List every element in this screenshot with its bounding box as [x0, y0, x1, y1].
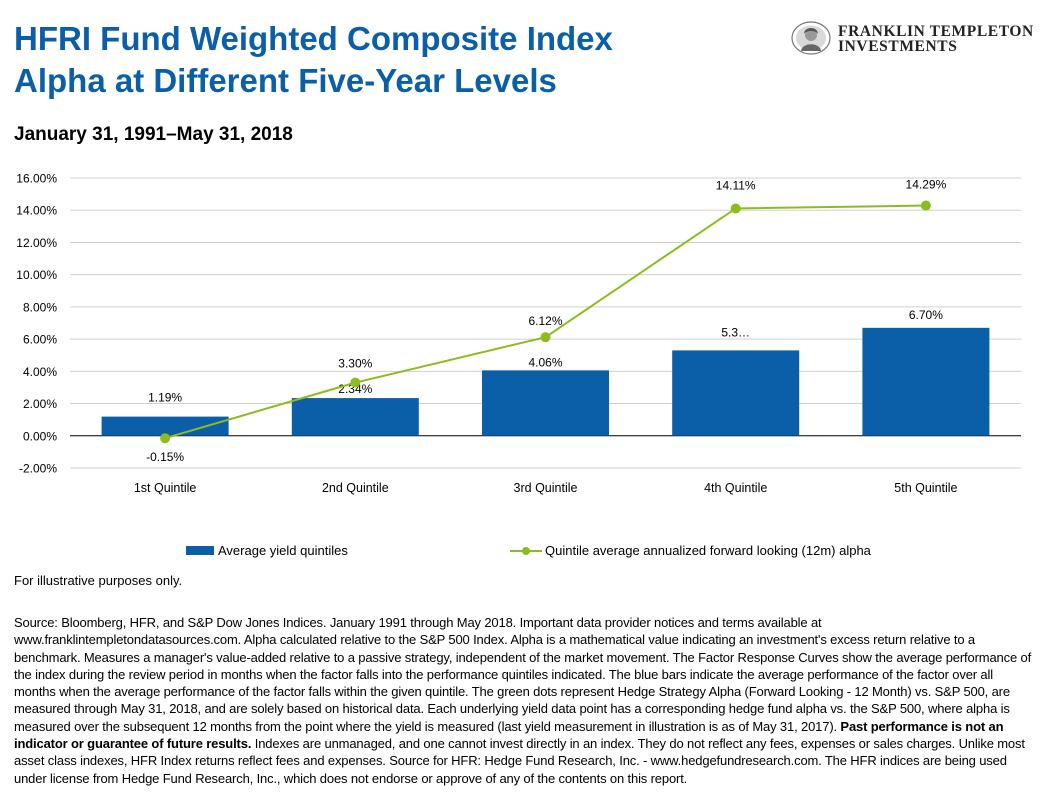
source-text-1: Source: Bloomberg, HFR, and S&P Dow Jone…	[14, 615, 1032, 734]
alpha-point	[350, 377, 361, 388]
y-tick-label: 2.00%	[23, 397, 57, 411]
alpha-point	[920, 200, 931, 211]
legend-line-swatch	[510, 546, 542, 555]
bar	[291, 398, 419, 436]
legend-bar-swatch	[186, 546, 214, 555]
bar-value-label: 1.19%	[148, 391, 182, 405]
legend-line-entry: Quintile average annualized forward look…	[510, 543, 871, 558]
legend-bar-label: Average yield quintiles	[218, 543, 348, 558]
illustrative-note: For illustrative purposes only.	[14, 573, 183, 588]
source-disclaimer-bold: Past performance is not an indicator or …	[14, 718, 1004, 752]
franklin-portrait-icon	[791, 21, 831, 55]
y-tick-label: 4.00%	[23, 365, 57, 379]
legend-bar-entry: Average yield quintiles	[186, 543, 348, 558]
alpha-value-label: 14.29%	[906, 178, 947, 192]
category-label: 4th Quintile	[704, 481, 767, 495]
alpha-value-label: 3.30%	[338, 357, 372, 371]
bar	[482, 370, 609, 436]
bar-value-label: 4.06%	[528, 355, 562, 369]
y-tick-label: 12.00%	[16, 236, 57, 250]
title-line-2: Alpha at Different Five-Year Levels	[14, 62, 557, 99]
alpha-point	[730, 203, 741, 214]
bar	[672, 350, 800, 436]
y-tick-label: 6.00%	[23, 333, 57, 347]
alpha-point	[160, 433, 171, 444]
bar	[862, 327, 990, 436]
y-tick-label: 10.00%	[16, 268, 57, 282]
chart-area: -2.00% 0.00% 2.00% 4.00% 6.00% 8.00% 10.00% 12.…	[16, 172, 1021, 495]
alpha-value-label: -0.15%	[146, 450, 184, 464]
title-line-1: HFRI Fund Weighted Composite Index	[14, 20, 613, 57]
category-label: 3rd Quintile	[514, 481, 578, 495]
legend-line-label: Quintile average annualized forward look…	[545, 543, 871, 558]
chart-subtitle: January 31, 1991–May 31, 2018	[14, 124, 293, 145]
chart-title: HFRI Fund Weighted Composite Index Alpha…	[14, 18, 734, 102]
source-footnote: Source: Bloomberg, HFR, and S&P Dow Jone…	[14, 614, 1034, 787]
bar-value-label: 5.3…	[721, 325, 750, 339]
y-tick-label: 14.00%	[16, 204, 57, 218]
y-tick-label: -2.00%	[19, 462, 57, 476]
y-tick-label: 16.00%	[16, 172, 57, 186]
bar	[101, 416, 229, 436]
y-tick-label: 0.00%	[23, 429, 57, 443]
alpha-value-label: 14.11%	[716, 178, 756, 192]
bar-value-label: 6.70%	[909, 308, 943, 322]
source-text-2: Indexes are unmanaged, and one cannot in…	[14, 736, 1025, 786]
category-label: 5th Quintile	[894, 481, 957, 495]
alpha-value-label: 6.12%	[528, 314, 562, 328]
alpha-point	[540, 332, 551, 343]
logo-line-2: INVESTMENTS	[838, 38, 958, 55]
category-label: 1st Quintile	[134, 481, 197, 495]
franklin-templeton-logo: FRANKLIN TEMPLETON INVESTMENTS	[790, 20, 1040, 58]
y-tick-label: 8.00%	[23, 300, 57, 314]
category-label: 2nd Quintile	[322, 481, 389, 495]
logo-line-1: FRANKLIN TEMPLETON	[838, 23, 1034, 40]
